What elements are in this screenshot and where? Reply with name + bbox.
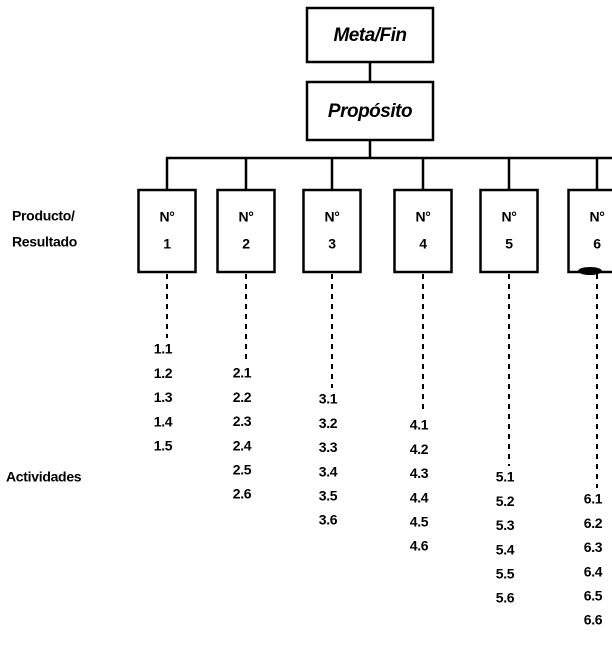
product-label: N° (501, 209, 516, 225)
activity: 2.1 (233, 365, 252, 381)
activity: 2.6 (233, 486, 252, 502)
activity: 6.6 (584, 612, 603, 628)
activity: 1.4 (154, 413, 173, 429)
activity: 6.4 (584, 563, 603, 579)
activity: 3.5 (319, 488, 338, 504)
activity: 5.1 (496, 469, 515, 485)
activity: 4.3 (410, 465, 429, 481)
activity: 5.6 (496, 590, 515, 606)
product-number: 3 (328, 236, 336, 252)
activity: 3.6 (319, 512, 338, 528)
activity: 6.2 (584, 515, 603, 531)
purpose-text: Propósito (328, 101, 412, 122)
product-label: N° (324, 209, 339, 225)
product-box (137, 188, 197, 274)
product-box (302, 188, 362, 274)
activity: 2.4 (233, 437, 252, 453)
activity: 3.2 (319, 415, 338, 431)
activity: 3.1 (319, 391, 338, 407)
activity: 3.4 (319, 463, 338, 479)
activity: 6.1 (584, 491, 603, 507)
product-label: N° (415, 209, 430, 225)
activity: 1.5 (154, 438, 173, 454)
activity: 2.3 (233, 413, 252, 429)
product-number: 4 (419, 236, 427, 252)
ink-blot (578, 267, 602, 275)
activity: 6.3 (584, 539, 603, 555)
goal-box (305, 6, 435, 64)
product-box (393, 188, 453, 274)
product-box (479, 188, 539, 274)
row-label: Actividades (6, 469, 82, 485)
activity: 4.4 (410, 489, 429, 505)
product-number: 1 (163, 236, 171, 252)
activity: 5.2 (496, 493, 515, 509)
activity: 2.2 (233, 389, 252, 405)
activity: 4.5 (410, 514, 429, 530)
purpose-box (305, 80, 435, 142)
activity: 1.3 (154, 389, 173, 405)
product-number: 6 (593, 236, 601, 252)
product-box (216, 188, 276, 274)
activity: 5.5 (496, 566, 515, 582)
activity: 4.6 (410, 538, 429, 554)
activity: 1.2 (154, 365, 173, 381)
product-label: N° (159, 209, 174, 225)
product-label: N° (589, 209, 604, 225)
activity: 3.3 (319, 439, 338, 455)
goal-text: Meta/Fin (333, 25, 406, 46)
product-number: 2 (242, 236, 250, 252)
row-label: Resultado (12, 234, 77, 250)
products: N° 1 1.1 1.2 1.3 1.4 1.5 N° 2 2.1 2.2 2.3 2.4 2.5 2.6 N… (137, 158, 612, 628)
product-box (567, 188, 612, 274)
activity: 2.5 (233, 462, 252, 478)
activity: 1.1 (154, 341, 173, 357)
product-number: 5 (505, 236, 513, 252)
row-label: Producto/ (12, 208, 75, 224)
activity: 4.2 (410, 441, 429, 457)
activity: 6.5 (584, 588, 603, 604)
activity: 5.3 (496, 517, 515, 533)
product-label: N° (238, 209, 253, 225)
activity: 4.1 (410, 417, 429, 433)
activity: 5.4 (496, 541, 515, 557)
